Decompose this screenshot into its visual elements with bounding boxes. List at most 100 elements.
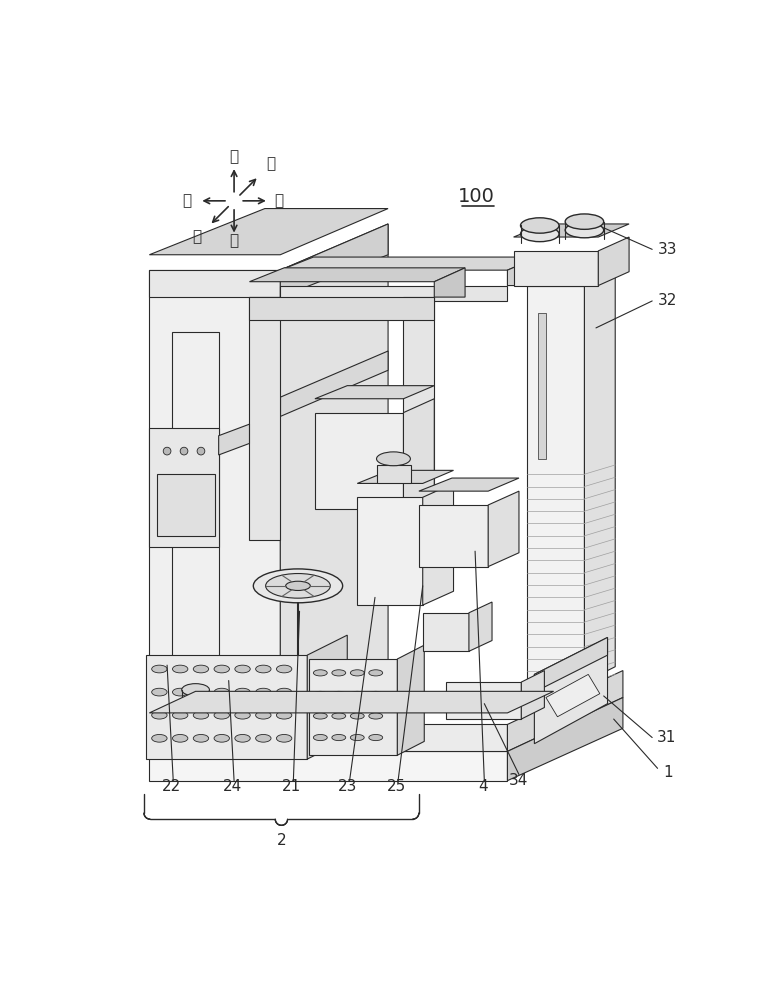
Polygon shape	[584, 270, 615, 682]
Polygon shape	[308, 659, 397, 755]
Polygon shape	[307, 635, 347, 759]
Text: 右: 右	[266, 156, 276, 171]
Ellipse shape	[520, 226, 559, 242]
Polygon shape	[446, 682, 521, 719]
Polygon shape	[249, 268, 465, 282]
Ellipse shape	[234, 688, 250, 696]
Text: 后: 后	[274, 193, 284, 208]
Polygon shape	[469, 602, 492, 651]
Polygon shape	[527, 286, 584, 682]
Text: 1: 1	[663, 765, 672, 780]
Ellipse shape	[172, 711, 188, 719]
Polygon shape	[521, 671, 545, 719]
Ellipse shape	[193, 711, 209, 719]
Ellipse shape	[313, 734, 327, 741]
Text: 左: 左	[192, 229, 202, 244]
Ellipse shape	[286, 581, 310, 590]
Ellipse shape	[313, 691, 327, 698]
Polygon shape	[172, 332, 219, 705]
Ellipse shape	[277, 688, 292, 696]
Ellipse shape	[234, 665, 250, 673]
Polygon shape	[534, 637, 608, 744]
Polygon shape	[315, 413, 404, 509]
Ellipse shape	[256, 688, 271, 696]
Polygon shape	[358, 470, 453, 483]
Polygon shape	[280, 351, 388, 416]
Polygon shape	[434, 268, 465, 297]
Ellipse shape	[180, 447, 188, 455]
Polygon shape	[150, 270, 280, 297]
Ellipse shape	[566, 214, 604, 229]
Ellipse shape	[256, 665, 271, 673]
Polygon shape	[280, 224, 388, 724]
Ellipse shape	[172, 734, 188, 742]
Polygon shape	[419, 505, 488, 567]
Polygon shape	[150, 270, 280, 724]
Ellipse shape	[214, 711, 230, 719]
Ellipse shape	[277, 665, 292, 673]
Text: 前: 前	[182, 193, 191, 208]
Ellipse shape	[277, 734, 292, 742]
Polygon shape	[507, 257, 538, 286]
Ellipse shape	[376, 452, 411, 466]
Ellipse shape	[566, 222, 604, 238]
Ellipse shape	[277, 711, 292, 719]
Polygon shape	[397, 645, 425, 755]
Polygon shape	[280, 224, 388, 297]
Polygon shape	[280, 257, 538, 270]
Text: 下: 下	[230, 233, 238, 248]
Polygon shape	[488, 491, 519, 567]
Ellipse shape	[193, 734, 209, 742]
Ellipse shape	[193, 688, 209, 696]
Ellipse shape	[152, 688, 167, 696]
Polygon shape	[534, 637, 608, 692]
Polygon shape	[513, 224, 629, 237]
Ellipse shape	[182, 684, 210, 696]
Text: 上: 上	[230, 149, 238, 164]
Polygon shape	[507, 671, 623, 751]
Text: 4: 4	[478, 779, 488, 794]
Text: 25: 25	[387, 779, 406, 794]
Ellipse shape	[332, 734, 346, 741]
Ellipse shape	[332, 691, 346, 698]
Polygon shape	[219, 424, 249, 455]
Ellipse shape	[197, 490, 205, 497]
Polygon shape	[546, 674, 600, 717]
Ellipse shape	[164, 447, 171, 455]
Ellipse shape	[152, 734, 167, 742]
Polygon shape	[249, 297, 280, 540]
Ellipse shape	[234, 734, 250, 742]
Polygon shape	[423, 483, 453, 605]
Text: 32: 32	[657, 293, 677, 308]
Ellipse shape	[214, 734, 230, 742]
Ellipse shape	[180, 490, 188, 497]
Polygon shape	[157, 474, 215, 536]
Polygon shape	[419, 478, 519, 491]
Text: 33: 33	[657, 242, 677, 257]
Polygon shape	[376, 465, 411, 483]
Ellipse shape	[164, 490, 171, 497]
Polygon shape	[150, 209, 388, 255]
Ellipse shape	[234, 711, 250, 719]
Ellipse shape	[152, 711, 167, 719]
Ellipse shape	[368, 734, 382, 741]
Ellipse shape	[368, 670, 382, 676]
Polygon shape	[146, 655, 307, 759]
Ellipse shape	[193, 665, 209, 673]
Ellipse shape	[256, 734, 271, 742]
Text: 2: 2	[277, 833, 286, 848]
Polygon shape	[358, 497, 423, 605]
Ellipse shape	[172, 665, 188, 673]
Ellipse shape	[214, 688, 230, 696]
Polygon shape	[315, 386, 434, 399]
Text: 22: 22	[162, 779, 182, 794]
Ellipse shape	[152, 665, 167, 673]
Ellipse shape	[351, 670, 365, 676]
Polygon shape	[423, 613, 469, 651]
Ellipse shape	[256, 711, 271, 719]
Ellipse shape	[266, 574, 330, 598]
Text: 21: 21	[282, 779, 301, 794]
Ellipse shape	[332, 713, 346, 719]
Ellipse shape	[351, 691, 365, 698]
Polygon shape	[150, 691, 554, 713]
